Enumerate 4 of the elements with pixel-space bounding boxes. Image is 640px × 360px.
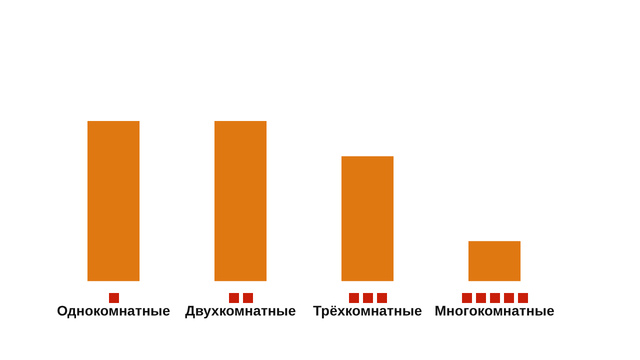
x-tick-label: Двухкомнатные bbox=[185, 302, 296, 318]
x-tick-label: Однокомнатные bbox=[56, 302, 170, 318]
x-tick-label: Трёхкомнатные bbox=[313, 302, 422, 318]
x-tick-label: Многокомнатные bbox=[434, 302, 555, 318]
